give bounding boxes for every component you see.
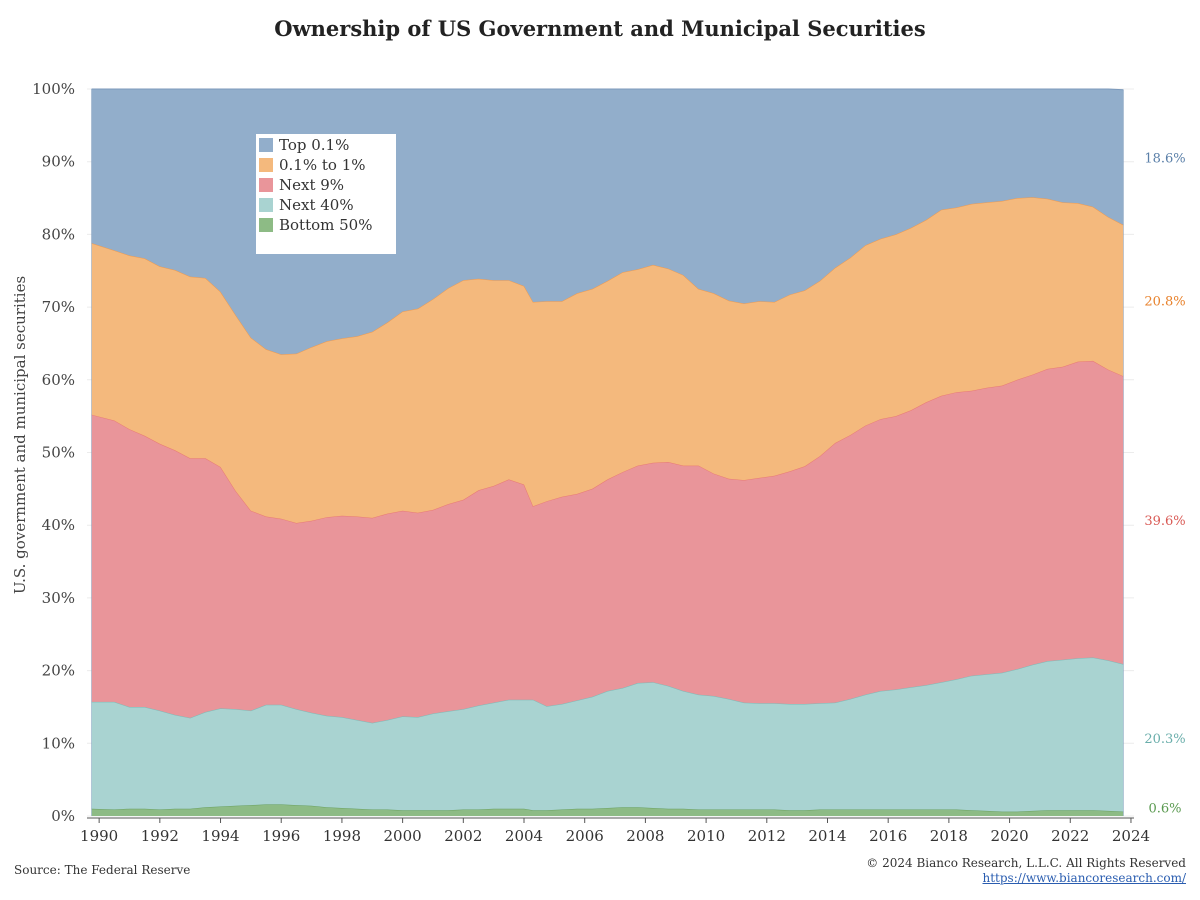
- chart-title: Ownership of US Government and Municipal…: [274, 16, 926, 41]
- x-tick-label: 2018: [930, 827, 968, 845]
- y-tick-label: 50%: [42, 444, 75, 462]
- end-value-label: 20.3%: [1144, 732, 1185, 747]
- legend-swatch: [259, 138, 273, 152]
- end-value-label: 0.6%: [1148, 801, 1181, 816]
- x-tick-label: 1996: [262, 827, 300, 845]
- legend-label: Bottom 50%: [279, 216, 373, 234]
- x-tick-label: 2012: [748, 827, 786, 845]
- y-axis-label: U.S. government and municipal securities: [11, 276, 29, 594]
- x-tick-label: 1994: [201, 827, 239, 845]
- x-tick-label: 2004: [505, 827, 543, 845]
- y-tick-label: 70%: [42, 298, 75, 316]
- x-tick-label: 1990: [80, 827, 118, 845]
- area-next-9: [91, 360, 1124, 723]
- x-tick-label: 1998: [323, 827, 361, 845]
- y-tick-label: 30%: [42, 589, 75, 607]
- x-tick-label: 1992: [141, 827, 179, 845]
- legend-swatch: [259, 218, 273, 232]
- legend-item: Bottom 50%: [259, 215, 396, 235]
- legend-item: Next 40%: [259, 195, 396, 215]
- legend-swatch: [259, 178, 273, 192]
- x-tick-label: 2014: [808, 827, 846, 845]
- x-tick-label: 2024: [1112, 827, 1150, 845]
- y-tick-label: 0%: [51, 807, 75, 825]
- legend-label: 0.1% to 1%: [279, 156, 366, 174]
- website-link[interactable]: https://www.biancoresearch.com/: [982, 871, 1186, 885]
- line-top-0-1: [91, 88, 1124, 91]
- x-tick-label: 2016: [869, 827, 907, 845]
- area-0-1-to-1: [91, 197, 1124, 524]
- y-tick-label: 10%: [42, 734, 75, 752]
- legend-item: Top 0.1%: [259, 135, 396, 155]
- y-tick-label: 100%: [32, 80, 75, 98]
- legend-item: 0.1% to 1%: [259, 155, 396, 175]
- end-value-label: 18.6%: [1144, 151, 1185, 166]
- source-note: Source: The Federal Reserve: [14, 863, 191, 877]
- y-tick-label: 80%: [42, 225, 75, 243]
- area-next-40: [91, 657, 1124, 812]
- x-tick-label: 2022: [1051, 827, 1089, 845]
- x-tick-label: 2000: [384, 827, 422, 845]
- x-tick-label: 2008: [626, 827, 664, 845]
- legend-label: Next 40%: [279, 196, 354, 214]
- y-tick-label: 90%: [42, 153, 75, 171]
- y-tick-label: 40%: [42, 516, 75, 534]
- copyright-block: © 2024 Bianco Research, L.L.C. All Right…: [866, 856, 1186, 886]
- x-tick-label: 2006: [566, 827, 604, 845]
- x-tick-label: 2020: [990, 827, 1028, 845]
- copyright-text: © 2024 Bianco Research, L.L.C. All Right…: [866, 856, 1186, 870]
- end-value-label: 20.8%: [1144, 295, 1185, 310]
- legend: Top 0.1% 0.1% to 1% Next 9% Next 40% Bottom …: [256, 134, 396, 254]
- x-tick-label: 2002: [444, 827, 482, 845]
- end-value-label: 39.6%: [1144, 514, 1185, 529]
- legend-label: Top 0.1%: [279, 136, 350, 154]
- y-tick-label: 60%: [42, 371, 75, 389]
- legend-swatch: [259, 158, 273, 172]
- legend-label: Next 9%: [279, 176, 345, 194]
- legend-item: Next 9%: [259, 175, 396, 195]
- area-bottom-50: [91, 804, 1124, 816]
- legend-swatch: [259, 198, 273, 212]
- x-tick-label: 2010: [687, 827, 725, 845]
- y-tick-label: 20%: [42, 662, 75, 680]
